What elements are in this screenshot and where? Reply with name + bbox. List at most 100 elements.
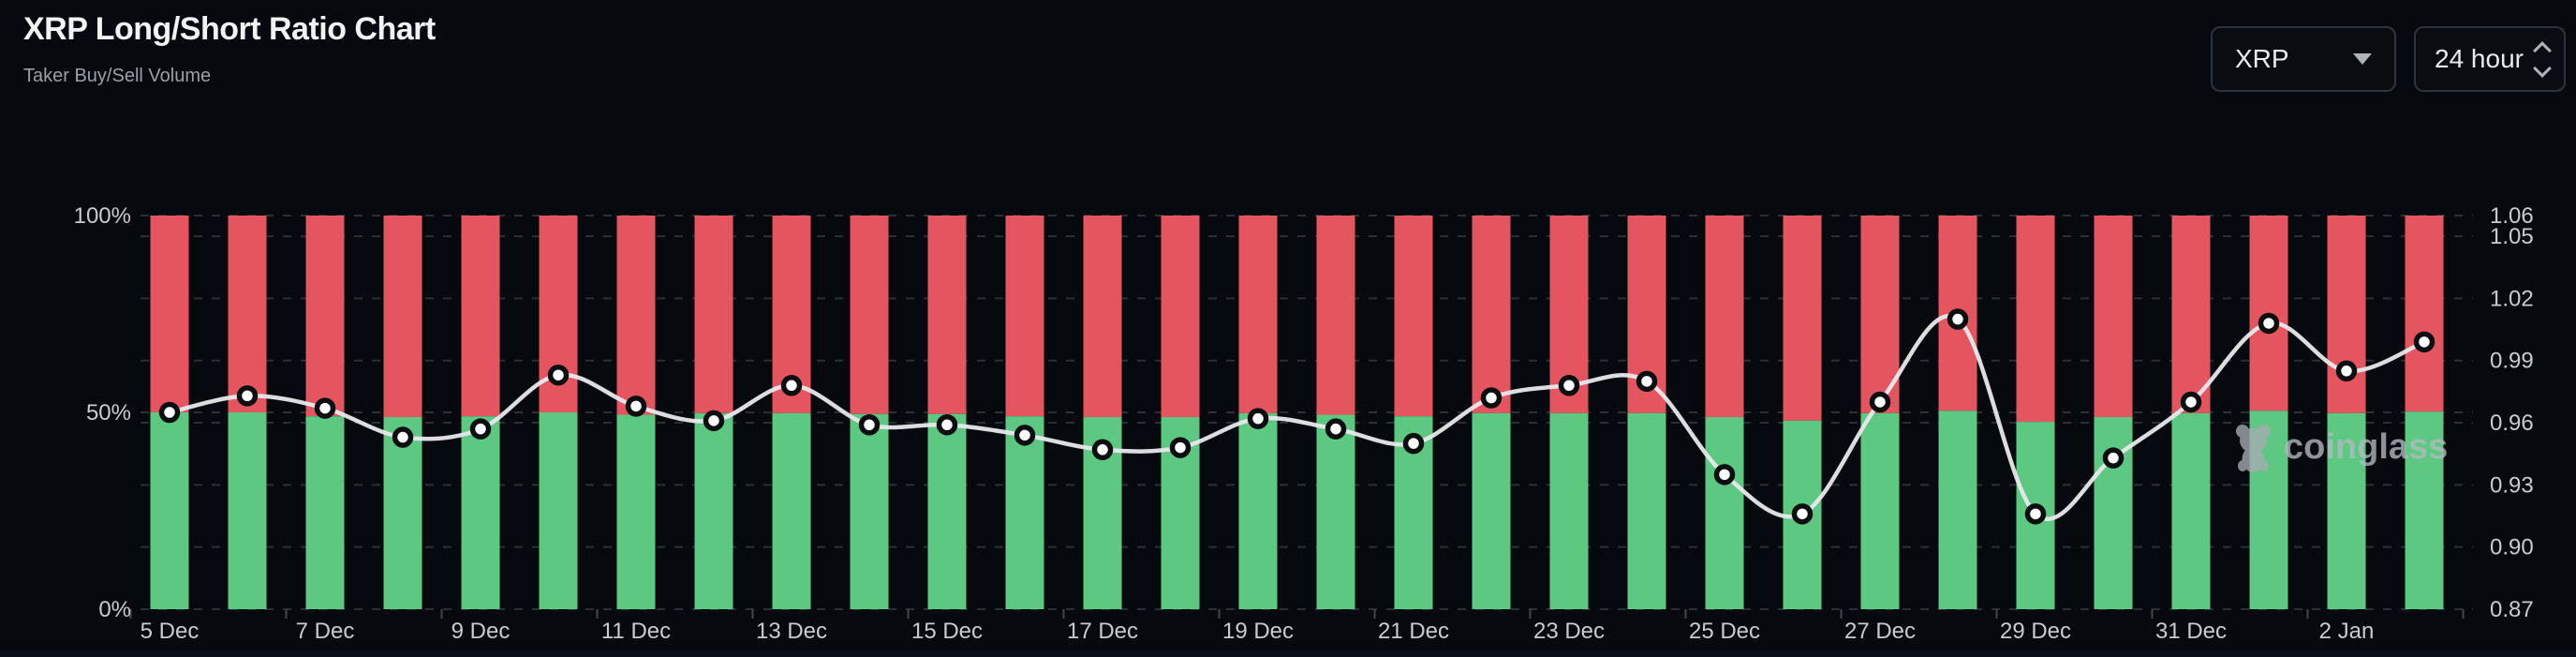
short-bar-segment[interactable]	[305, 216, 345, 417]
ratio-marker[interactable]	[780, 375, 803, 396]
long-bar-segment[interactable]	[150, 412, 189, 609]
short-bar-segment[interactable]	[150, 216, 189, 412]
ratio-marker[interactable]	[1091, 439, 1114, 461]
ratio-marker[interactable]	[858, 414, 881, 436]
page-subtitle: Taker Buy/Sell Volume	[23, 66, 212, 86]
ratio-marker[interactable]	[2258, 312, 2280, 335]
long-bar-segment[interactable]	[1938, 411, 1977, 609]
long-bar-segment[interactable]	[850, 413, 889, 609]
short-bar-segment[interactable]	[1083, 216, 1122, 418]
ratio-marker[interactable]	[547, 364, 570, 386]
ratio-marker[interactable]	[1713, 464, 1736, 485]
ratio-marker[interactable]	[1325, 418, 1347, 440]
long-bar-segment[interactable]	[461, 416, 500, 609]
ratio-marker[interactable]	[1636, 370, 1658, 393]
short-bar-segment[interactable]	[461, 216, 500, 417]
ratio-marker[interactable]	[392, 426, 414, 448]
long-bar-segment[interactable]	[228, 412, 267, 609]
long-bar-segment[interactable]	[305, 416, 345, 609]
x-axis-label: 23 Dec	[1533, 619, 1605, 644]
ratio-marker[interactable]	[1014, 425, 1036, 446]
ratio-marker[interactable]	[2102, 447, 2124, 469]
x-axis-label: 29 Dec	[2000, 619, 2071, 644]
long-bar-segment[interactable]	[1627, 412, 1666, 609]
ratio-marker[interactable]	[1169, 437, 1192, 458]
long-bar-segment[interactable]	[539, 412, 578, 609]
left-axis-label: 0%	[98, 597, 131, 622]
ratio-marker[interactable]	[469, 418, 492, 440]
long-bar-segment[interactable]	[383, 417, 422, 609]
ratio-marker[interactable]	[2413, 331, 2435, 353]
short-bar-segment[interactable]	[694, 216, 733, 413]
short-bar-segment[interactable]	[850, 216, 889, 414]
x-axis-label: 27 Dec	[1844, 619, 1916, 644]
ratio-marker[interactable]	[158, 401, 181, 424]
ratio-marker[interactable]	[2335, 360, 2358, 382]
short-bar-segment[interactable]	[383, 216, 422, 418]
x-axis-label: 17 Dec	[1067, 619, 1138, 644]
ratio-marker[interactable]	[314, 397, 336, 419]
x-axis-label: 11 Dec	[601, 619, 671, 644]
short-bar-segment[interactable]	[2405, 216, 2444, 412]
short-bar-segment[interactable]	[2094, 216, 2133, 418]
right-axis-label: 0.90	[2490, 535, 2534, 560]
ratio-marker[interactable]	[1947, 308, 1969, 330]
long-bar-segment[interactable]	[2094, 417, 2133, 609]
interval-dropdown[interactable]: 24 hour	[2414, 26, 2566, 92]
chevron-down-icon	[2353, 53, 2372, 65]
x-axis-label: 19 Dec	[1222, 619, 1294, 644]
right-axis-label: 0.99	[2490, 349, 2534, 374]
ratio-marker[interactable]	[236, 385, 259, 407]
x-axis-label: 15 Dec	[911, 619, 983, 644]
ratio-marker[interactable]	[1402, 432, 1425, 455]
long-bar-segment[interactable]	[1860, 412, 1900, 609]
long-bar-segment[interactable]	[927, 413, 967, 609]
short-bar-segment[interactable]	[1705, 216, 1744, 418]
short-bar-segment[interactable]	[1472, 216, 1511, 413]
coinglass-watermark-text: coinglass	[2284, 427, 2448, 467]
short-bar-segment[interactable]	[2171, 216, 2211, 413]
long-bar-segment[interactable]	[2327, 412, 2366, 609]
short-bar-segment[interactable]	[1394, 216, 1433, 417]
ratio-marker[interactable]	[1247, 408, 1269, 429]
ratio-marker[interactable]	[703, 410, 725, 432]
x-axis-label: 25 Dec	[1689, 619, 1760, 644]
short-bar-segment[interactable]	[1005, 216, 1044, 417]
long-bar-segment[interactable]	[1549, 412, 1589, 609]
ratio-marker[interactable]	[1480, 387, 1503, 409]
short-bar-segment[interactable]	[616, 216, 656, 415]
long-bar-segment[interactable]	[1316, 414, 1355, 609]
long-bar-segment[interactable]	[772, 412, 811, 609]
short-bar-segment[interactable]	[228, 216, 267, 412]
symbol-dropdown[interactable]: XRP	[2211, 26, 2396, 92]
ratio-marker[interactable]	[1791, 503, 1814, 525]
short-bar-segment[interactable]	[2016, 216, 2055, 423]
long-bar-segment[interactable]	[1238, 412, 1278, 609]
short-bar-segment[interactable]	[1238, 216, 1278, 413]
long-bar-segment[interactable]	[694, 412, 733, 609]
ratio-marker[interactable]	[1869, 391, 1891, 413]
ratio-marker[interactable]	[936, 414, 958, 436]
short-bar-segment[interactable]	[1161, 216, 1200, 418]
long-bar-segment[interactable]	[2405, 411, 2444, 609]
right-axis-label: 0.87	[2490, 597, 2534, 622]
long-bar-segment[interactable]	[1472, 412, 1511, 609]
coinglass-watermark: coinglass	[2236, 425, 2448, 472]
ratio-marker[interactable]	[625, 396, 647, 417]
short-bar-segment[interactable]	[2327, 216, 2366, 413]
long-bar-segment[interactable]	[1005, 416, 1044, 609]
right-axis-label: 1.05	[2490, 224, 2534, 249]
ratio-marker[interactable]	[2024, 503, 2047, 525]
ratio-marker[interactable]	[2180, 391, 2202, 413]
long-bar-segment[interactable]	[616, 414, 656, 609]
left-axis-label: 50%	[86, 400, 131, 426]
long-bar-segment[interactable]	[1705, 417, 1744, 609]
long-bar-segment[interactable]	[2171, 412, 2211, 609]
bottom-edge-strip	[0, 650, 2576, 657]
ratio-marker[interactable]	[1558, 375, 1580, 396]
short-bar-segment[interactable]	[1316, 216, 1355, 415]
short-bar-segment[interactable]	[1783, 216, 1822, 421]
x-axis-label: 5 Dec	[141, 619, 200, 644]
short-bar-segment[interactable]	[927, 216, 967, 414]
